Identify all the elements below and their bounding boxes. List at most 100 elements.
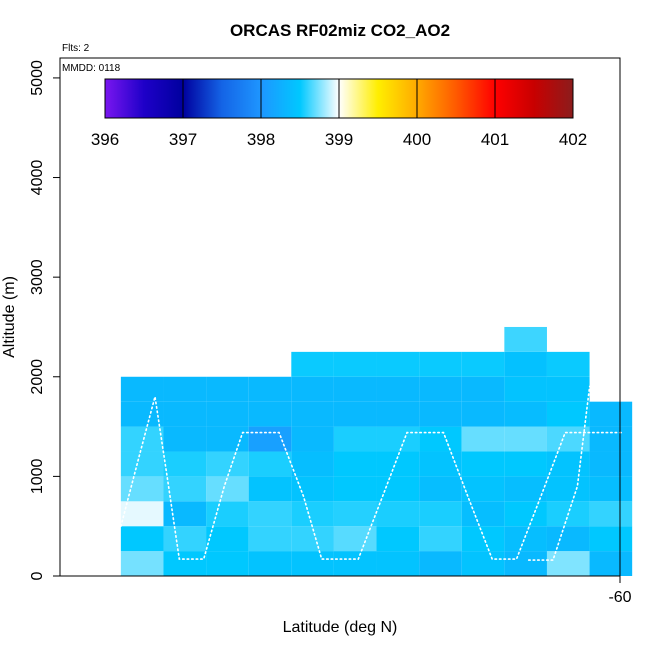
heatmap-cell: [461, 476, 505, 502]
heatmap-cell: [376, 526, 420, 552]
y-axis-label: Altitude (m): [1, 276, 18, 358]
heatmap-cell: [163, 401, 207, 427]
heatmap-cell: [504, 401, 547, 427]
heatmap-cell: [419, 476, 462, 502]
heatmap-cell: [461, 501, 505, 527]
x-axis-label: Latitude (deg N): [283, 619, 398, 636]
heatmap-cell: [163, 501, 207, 527]
heatmap-cell: [291, 376, 334, 402]
heatmap-cell: [504, 476, 547, 502]
heatmap-cell: [163, 426, 207, 452]
y-tick-label: 5000: [29, 60, 46, 96]
heatmap-cell: [376, 501, 420, 527]
heatmap-cell: [461, 451, 505, 477]
y-tick-label: 0: [29, 571, 46, 580]
heatmap-cell: [248, 551, 292, 576]
heatmap-cell: [248, 476, 292, 502]
heatmap-cell: [248, 501, 292, 527]
heatmap-cell: [291, 426, 334, 452]
heatmap-cell: [546, 351, 590, 377]
y-tick-label: 2000: [29, 359, 46, 395]
heatmap-cell: [504, 526, 547, 552]
heatmap-cell: [333, 476, 377, 502]
heatmap-cell: [163, 526, 207, 552]
heatmap-cell: [504, 451, 547, 477]
heatmap-cell: [461, 401, 505, 427]
heatmap-cell: [589, 551, 633, 576]
heatmap-cell: [419, 376, 462, 402]
x-axis: -60: [608, 576, 632, 606]
heatmap-cell: [419, 451, 462, 477]
heatmap-cell: [546, 476, 590, 502]
heatmap-cell: [248, 401, 292, 427]
heatmap-cell: [504, 551, 547, 576]
heatmap-cell: [333, 426, 377, 452]
heatmap-cell: [291, 401, 334, 427]
heatmap-cell: [333, 551, 377, 576]
heatmap-cell: [504, 351, 547, 377]
heatmap-cell: [163, 376, 207, 402]
heatmap-cell: [419, 501, 462, 527]
heatmap-cell: [206, 426, 249, 452]
flight-track: [120, 356, 624, 561]
heatmap-cell: [333, 451, 377, 477]
heatmap-cell: [248, 451, 292, 477]
heatmap-cell: [504, 326, 547, 352]
heatmap-cell: [589, 476, 633, 502]
heatmap-cell: [589, 451, 633, 477]
flight-track-line: [527, 356, 615, 561]
y-tick-label: 1000: [29, 458, 46, 494]
heatmap-cell: [376, 476, 420, 502]
heatmap-cell: [376, 401, 420, 427]
y-axis: 0 1000 2000 3000 4000 5000: [29, 60, 61, 580]
heatmap-cell: [291, 501, 334, 527]
heatmap-cell: [291, 551, 334, 576]
heatmap-cell: [376, 351, 420, 377]
heatmap-cell: [248, 526, 292, 552]
heatmap-cell: [206, 451, 249, 477]
heatmap-cell: [206, 526, 249, 552]
heatmap-cell: [461, 526, 505, 552]
heatmap-cell: [291, 476, 334, 502]
heatmap-cell: [589, 401, 633, 427]
heatmap-cell: [206, 476, 249, 502]
heatmap-cell: [206, 401, 249, 427]
heatmap-cell: [546, 451, 590, 477]
heatmap-cell: [589, 526, 633, 552]
heatmap-cell: [504, 376, 547, 402]
heatmap-cell: [461, 551, 505, 576]
heatmap-cell: [333, 351, 377, 377]
heatmap-cell: [546, 551, 590, 576]
heatmap-cell: [376, 451, 420, 477]
heatmap-cell: [120, 501, 164, 527]
heatmap-cell: [120, 526, 164, 552]
heatmap-cell: [248, 426, 292, 452]
colorbar-tick-label: 396: [91, 130, 119, 149]
heatmap-cell: [206, 376, 249, 402]
heatmap-cell: [248, 376, 292, 402]
flight-track-line: [120, 396, 624, 560]
heatmap-cell: [419, 551, 462, 576]
heatmap-cell: [419, 526, 462, 552]
mmdd-annotation: MMDD: 0118: [62, 63, 121, 74]
heatmap-cell: [504, 501, 547, 527]
heatmap-cell: [376, 551, 420, 576]
heatmap-cell: [120, 476, 164, 502]
heatmap-cell: [376, 376, 420, 402]
colorbar-tick-label: 400: [403, 130, 431, 149]
heatmap-cell: [504, 426, 547, 452]
heatmap-cell: [120, 551, 164, 576]
y-tick-label: 4000: [29, 160, 46, 196]
heatmap-cell: [333, 501, 377, 527]
heatmap-cell: [419, 351, 462, 377]
colorbar-tick-label: 402: [559, 130, 587, 149]
heatmap-cell: [206, 501, 249, 527]
heatmap-cell: [461, 351, 505, 377]
chart-title: ORCAS RF02miz CO2_AO2: [230, 21, 450, 40]
colorbar-ticks: 396 397 398 399 400 401 402: [91, 79, 587, 149]
heatmap-cell: [333, 401, 377, 427]
y-tick-label: 3000: [29, 259, 46, 295]
heatmap-cell: [546, 526, 590, 552]
colorbar-tick-label: 397: [169, 130, 197, 149]
